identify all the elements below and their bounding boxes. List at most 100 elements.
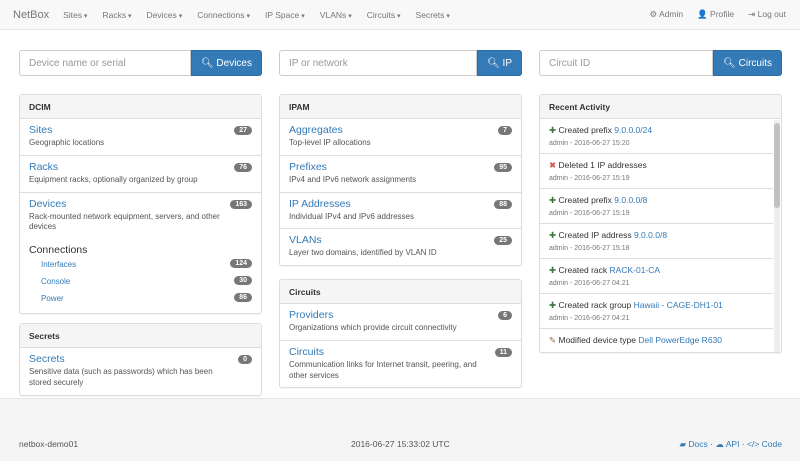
secrets-item-secrets: Secrets Sensitive data (such as passwords… bbox=[20, 348, 261, 395]
item-description: Sensitive data (such as passwords) which… bbox=[29, 367, 213, 387]
item-description: Rack-mounted network equipment, servers,… bbox=[29, 211, 220, 232]
activity-link[interactable]: 9.0.0.0/24 bbox=[614, 125, 653, 135]
activity-text: Created prefix bbox=[558, 195, 612, 205]
activity-item: ✎ Modified device type Dell PowerEdge R6… bbox=[540, 329, 773, 352]
interfaces-link[interactable]: Interfaces bbox=[41, 260, 77, 270]
item-description: Communication links for Internet transit… bbox=[289, 359, 477, 380]
nav-admin[interactable]: ⚙ Admin bbox=[649, 9, 684, 19]
ip-addresses-link[interactable]: IP Addresses bbox=[289, 197, 351, 210]
book-icon: ▰ bbox=[679, 439, 687, 449]
item-description: Top-level IP allocations bbox=[289, 138, 371, 147]
dcim-item-devices: Devices Rack-mounted network equipment, s… bbox=[20, 193, 261, 240]
connection-console: Console 30 bbox=[29, 273, 252, 290]
nav-menu-sites[interactable]: Sites bbox=[63, 10, 87, 20]
server-time: 2016-06-27 15:33:02 UTC bbox=[351, 439, 450, 449]
activity-link[interactable]: 9.0.0.0/8 bbox=[633, 230, 668, 240]
count-badge: 27 bbox=[234, 126, 252, 135]
aggregates-link[interactable]: Aggregates bbox=[289, 124, 343, 136]
nav-log-out[interactable]: ⇥ Log out bbox=[748, 9, 786, 19]
ipam-item-ip-addresses: IP Addresses Individual IPv4 and IPv6 add… bbox=[280, 193, 521, 230]
count-badge: 86 bbox=[234, 293, 252, 303]
plus-icon: ✚ bbox=[549, 265, 557, 275]
activity-text: Created rack bbox=[558, 265, 608, 275]
nav-menu-devices[interactable]: Devices bbox=[147, 10, 183, 20]
vlans-link[interactable]: VLANs bbox=[289, 234, 322, 247]
cloud-icon: ☁ bbox=[715, 439, 724, 449]
activity-link[interactable]: Hawaii - CAGE-DH1-01 bbox=[633, 300, 723, 310]
circuit-search-input[interactable] bbox=[539, 50, 714, 76]
count-badge: 6 bbox=[498, 311, 512, 320]
ip-search-button-label: IP bbox=[502, 57, 512, 69]
nav-menu-ip-space[interactable]: IP Space bbox=[265, 10, 305, 20]
code-link[interactable]: </> Code bbox=[747, 439, 782, 449]
activity-text: Created rack group bbox=[558, 300, 632, 310]
ip-search-input[interactable] bbox=[279, 50, 478, 76]
activity-text: Created IP address bbox=[558, 230, 632, 240]
device-search-input[interactable] bbox=[19, 50, 191, 76]
circuit-search-button-label: Circuits bbox=[738, 57, 772, 69]
plus-icon: ✚ bbox=[549, 300, 557, 310]
count-badge: 0 bbox=[238, 355, 252, 364]
nav-menu-racks[interactable]: Racks bbox=[102, 10, 131, 20]
ipam-item-vlans: VLANs Layer two domains, identified by VL… bbox=[280, 229, 521, 265]
brand-logo[interactable]: NetBox bbox=[13, 8, 50, 21]
scrollbar-thumb[interactable] bbox=[774, 123, 780, 208]
devices-link[interactable]: Devices bbox=[29, 197, 67, 210]
hostname: netbox-demo01 bbox=[19, 439, 79, 449]
nav-menu-vlans[interactable]: VLANs bbox=[320, 10, 352, 20]
count-badge: 7 bbox=[498, 126, 512, 135]
nav-profile[interactable]: 👤 Profile bbox=[697, 9, 735, 19]
activity-link[interactable]: 9.0.0.0/8 bbox=[614, 195, 648, 205]
activity-link[interactable]: RACK-01-CA bbox=[609, 265, 661, 275]
device-search-button-label: Devices bbox=[216, 57, 252, 69]
docs-link[interactable]: ▰ Docs bbox=[679, 439, 708, 449]
circuit-search-button[interactable]: 🔍︎ Circuits bbox=[713, 50, 782, 76]
ip-search: 🔍︎ IP bbox=[279, 50, 522, 76]
nav-menu-secrets[interactable]: Secrets bbox=[416, 10, 450, 20]
power-link[interactable]: Power bbox=[41, 294, 64, 304]
recent-activity-panel: Recent Activity ✚ Created prefix 9.0.0.0… bbox=[539, 94, 782, 353]
gear-icon: ⚙ bbox=[649, 9, 658, 19]
item-description: Organizations which provide circuit conn… bbox=[289, 323, 457, 332]
search-icon: 🔍︎ bbox=[487, 57, 500, 69]
count-badge: 124 bbox=[230, 259, 252, 269]
circuits-link[interactable]: Circuits bbox=[289, 345, 325, 358]
ipam-item-prefixes: Prefixes IPv4 and IPv6 network assignment… bbox=[280, 156, 521, 193]
scrollbar[interactable] bbox=[774, 120, 780, 352]
activity-link[interactable]: Dell PowerEdge R630 bbox=[638, 335, 723, 345]
activity-item: ✖ Deleted 1 IP addresses admin - 2016-06… bbox=[540, 154, 773, 189]
item-description: Geographic locations bbox=[29, 138, 105, 147]
item-description: IPv4 and IPv6 network assignments bbox=[289, 174, 417, 184]
ip-search-button[interactable]: 🔍︎ IP bbox=[477, 50, 522, 76]
sites-link[interactable]: Sites bbox=[29, 124, 53, 136]
connection-interfaces: Interfaces 124 bbox=[29, 256, 252, 273]
nav-menu-connections[interactable]: Connections bbox=[197, 10, 250, 20]
api-link[interactable]: ☁ API bbox=[715, 439, 740, 449]
search-icon: 🔍︎ bbox=[200, 57, 214, 69]
connections-label: Connections bbox=[29, 244, 88, 257]
ipam-panel: IPAM Aggregates Top-level IP allocations 7… bbox=[279, 94, 522, 267]
plus-icon: ✚ bbox=[549, 230, 557, 240]
panel-heading: Circuits bbox=[280, 280, 521, 304]
activity-meta: admin - 2016-06-27 04:21 bbox=[549, 280, 630, 287]
device-search-button[interactable]: 🔍︎ Devices bbox=[190, 50, 262, 76]
console-link[interactable]: Console bbox=[41, 277, 71, 287]
dcim-item-racks: Racks Equipment racks, optionally organiz… bbox=[20, 156, 261, 193]
prefixes-link[interactable]: Prefixes bbox=[289, 160, 327, 173]
nav-menu-circuits[interactable]: Circuits bbox=[367, 10, 401, 20]
count-badge: 30 bbox=[234, 276, 252, 286]
dcim-panel: DCIM Sites Geographic locations 27 Racks Equ… bbox=[19, 94, 262, 315]
circuits-panel: Circuits Providers Organizations which pr… bbox=[279, 279, 522, 389]
activity-meta: admin - 2016-06-27 15:19 bbox=[549, 210, 630, 217]
panel-heading: DCIM bbox=[20, 95, 261, 119]
providers-link[interactable]: Providers bbox=[289, 309, 334, 321]
item-description: Layer two domains, identified by VLAN ID bbox=[289, 248, 437, 258]
activity-meta: admin - 2016-06-27 15:19 bbox=[549, 175, 630, 182]
count-badge: 95 bbox=[494, 162, 512, 172]
secrets-link[interactable]: Secrets bbox=[29, 353, 65, 365]
pencil-icon: ✎ bbox=[549, 335, 557, 345]
plus-icon: ✚ bbox=[549, 195, 557, 205]
racks-link[interactable]: Racks bbox=[29, 160, 59, 173]
activity-meta: admin - 2016-06-27 15:18 bbox=[549, 245, 630, 252]
activity-item: ✚ Created prefix 9.0.0.0/24 admin - 2016-… bbox=[540, 119, 773, 154]
